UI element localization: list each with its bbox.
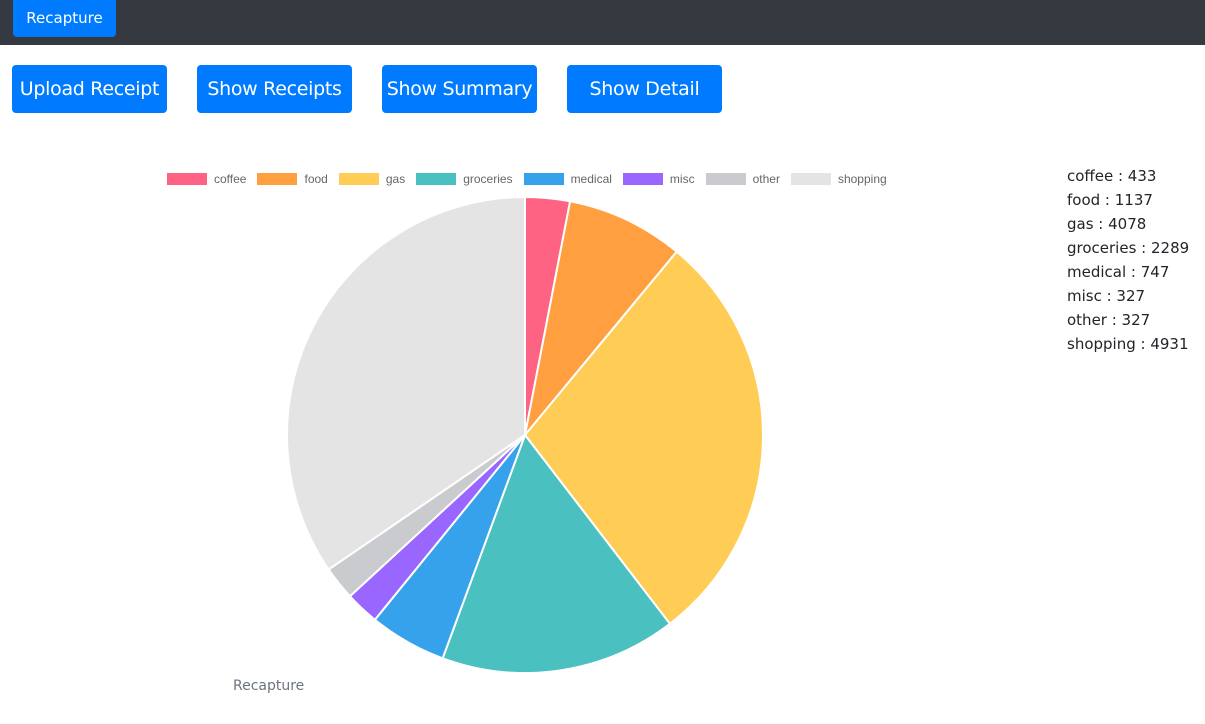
- legend-label: other: [752, 172, 780, 186]
- legend-item-coffee[interactable]: coffee: [167, 172, 246, 186]
- summary-item-shopping: shopping : 4931: [1067, 335, 1189, 353]
- chart-legend: coffee food gas groceries medical misc other sh…: [167, 172, 898, 186]
- summary-list: coffee : 433 food : 1137 gas : 4078 groceri…: [1067, 164, 1189, 356]
- pie-slice-shopping[interactable]: [286, 195, 526, 571]
- legend-swatch: [167, 173, 207, 185]
- legend-swatch: [338, 173, 379, 185]
- legend-label: groceries: [463, 172, 513, 186]
- legend-item-food[interactable]: food: [257, 172, 328, 186]
- legend-label: shopping: [837, 172, 887, 186]
- legend-label: gas: [385, 172, 406, 186]
- legend-swatch: [705, 173, 746, 185]
- footer-text: Recapture: [233, 678, 305, 694]
- navbar: Recapture: [0, 0, 1205, 45]
- pie-slice-groceries[interactable]: [441, 432, 672, 672]
- legend-label: medical: [570, 172, 612, 186]
- brand-button[interactable]: Recapture: [13, 0, 116, 37]
- legend-item-gas[interactable]: gas: [338, 172, 406, 186]
- legend-label: food: [304, 172, 328, 186]
- summary-item-coffee: coffee : 433: [1067, 167, 1157, 185]
- legend-item-other[interactable]: other: [705, 172, 780, 186]
- upload-receipt-button[interactable]: Upload Receipt: [12, 65, 167, 113]
- summary-item-food: food : 1137: [1067, 191, 1153, 209]
- legend-swatch: [622, 173, 663, 185]
- pie-slice-food[interactable]: [524, 200, 679, 436]
- show-receipts-button[interactable]: Show Receipts: [197, 65, 352, 113]
- legend-label: misc: [669, 172, 695, 186]
- legend-swatch: [416, 173, 457, 185]
- legend-swatch: [790, 173, 831, 185]
- summary-item-other: other : 327: [1067, 311, 1151, 329]
- show-summary-button[interactable]: Show Summary: [382, 65, 537, 113]
- pie-slice-gas[interactable]: [523, 250, 764, 626]
- legend-item-shopping[interactable]: shopping: [790, 172, 887, 186]
- legend-item-groceries[interactable]: groceries: [416, 172, 513, 186]
- legend-item-medical[interactable]: medical: [523, 172, 612, 186]
- summary-item-gas: gas : 4078: [1067, 215, 1147, 233]
- pie-chart: [286, 195, 764, 672]
- summary-item-misc: misc : 327: [1067, 287, 1146, 305]
- legend-item-misc[interactable]: misc: [622, 172, 695, 186]
- summary-item-groceries: groceries : 2289: [1067, 239, 1190, 257]
- legend-label: coffee: [214, 172, 247, 186]
- legend-swatch: [523, 173, 564, 185]
- legend-swatch: [257, 173, 298, 185]
- show-detail-button[interactable]: Show Detail: [567, 65, 722, 113]
- summary-item-medical: medical : 747: [1067, 263, 1170, 281]
